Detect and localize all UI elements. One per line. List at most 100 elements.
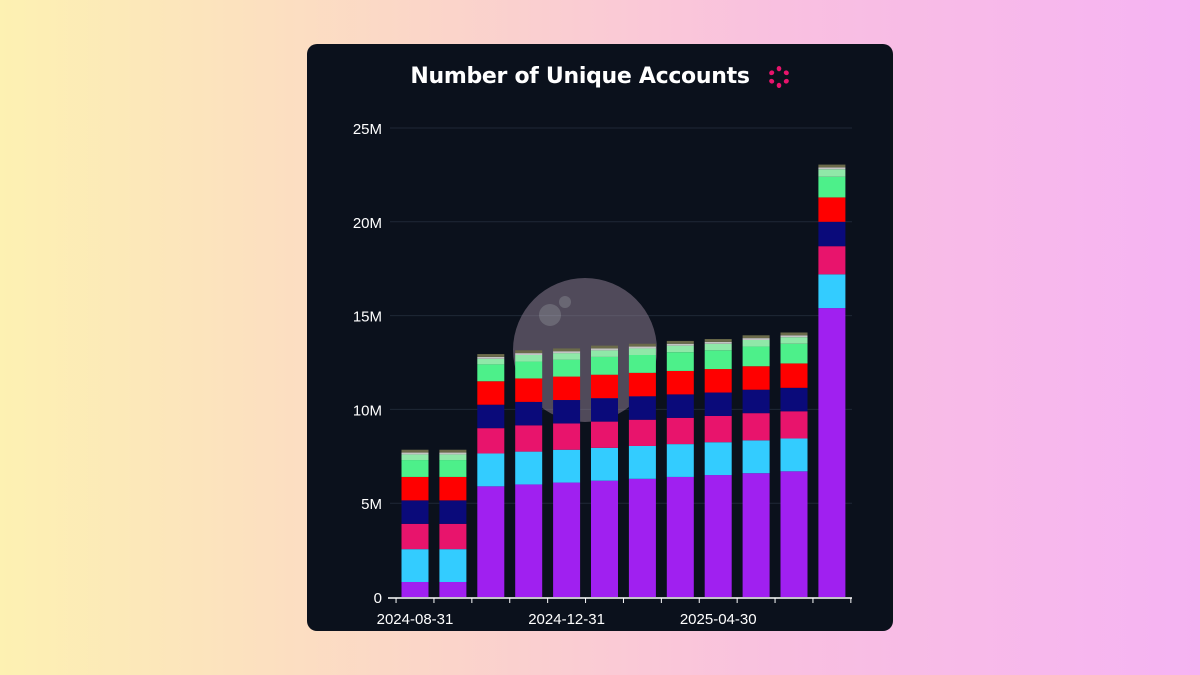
bar-segment — [515, 353, 543, 355]
bar-segment — [666, 345, 694, 353]
bar-segment — [666, 352, 694, 371]
chart-title: Number of Unique Accounts — [410, 64, 750, 89]
bar-segment — [780, 411, 808, 439]
bar-segment — [439, 452, 467, 455]
bar-segment — [704, 392, 732, 416]
bar-segment — [742, 413, 770, 441]
bar-stack — [401, 449, 429, 597]
bar-segment — [818, 176, 846, 198]
x-tick-label: 2024-08-31 — [377, 611, 454, 628]
bar-segment — [666, 394, 694, 418]
bar-segment — [515, 350, 543, 354]
bar-segment — [553, 400, 581, 424]
bar-stack — [742, 335, 770, 597]
bar-segment — [439, 476, 467, 501]
bar-segment — [439, 581, 467, 597]
bar-segment — [591, 447, 618, 481]
bar-segment — [780, 343, 808, 364]
bar-segment — [628, 419, 656, 446]
bar-segment — [401, 581, 429, 597]
bar-segment — [628, 346, 656, 349]
bar-segment — [553, 376, 581, 401]
bar-segment — [591, 374, 618, 399]
bar-stack — [818, 164, 846, 597]
chart-header: Number of Unique Accounts — [0, 64, 1200, 89]
x-tick-label: 2024-12-31 — [528, 611, 605, 628]
bar-segment — [591, 348, 618, 351]
bar-segment — [553, 423, 581, 450]
bar-segment — [439, 549, 467, 582]
bar-segment — [591, 480, 618, 597]
bar-stack — [439, 449, 467, 597]
bar-segment — [401, 454, 429, 461]
bar-segment — [439, 449, 467, 453]
bar-segment — [818, 308, 846, 597]
bar-segment — [477, 381, 505, 405]
bar-segment — [666, 370, 694, 395]
bar-segment — [628, 372, 656, 397]
bar-segment — [780, 438, 808, 472]
bar-stack — [553, 348, 581, 597]
bar-stack — [666, 340, 694, 597]
bar-stack — [628, 343, 656, 597]
bar-segment — [666, 343, 694, 346]
bar-segment — [704, 369, 732, 393]
bar-segment — [515, 354, 543, 362]
bar-segment — [742, 366, 770, 390]
bar-segment — [818, 169, 846, 177]
bar-segment — [780, 337, 808, 344]
bar-segment — [780, 471, 808, 597]
bar-segment — [477, 486, 505, 597]
y-tick-label: 5M — [361, 496, 382, 513]
y-tick-label: 20M — [353, 215, 382, 232]
bar-segment — [666, 476, 694, 597]
y-tick-label: 15M — [353, 309, 382, 326]
bar-segment — [477, 364, 505, 382]
bar-segment — [439, 454, 467, 461]
watermark — [513, 278, 657, 422]
bar-segment — [401, 500, 429, 524]
bar-segment — [780, 363, 808, 388]
bar-segment — [780, 335, 808, 338]
bar-segment — [553, 359, 581, 377]
bar-segment — [515, 401, 543, 426]
bar-segment — [742, 335, 770, 339]
bar-segment — [628, 348, 656, 355]
bar-segment — [628, 445, 656, 479]
bar-segment — [553, 348, 581, 352]
bar-segment — [477, 428, 505, 454]
bar-segment — [742, 473, 770, 597]
y-tick-label: 0 — [374, 590, 382, 607]
bar-stack — [515, 350, 543, 597]
bar-segment — [742, 339, 770, 347]
bar-segment — [553, 482, 581, 597]
bar-segment — [515, 484, 543, 597]
bar-segment — [818, 221, 846, 247]
bar-segment — [477, 356, 505, 359]
polkadot-logo-icon — [768, 65, 790, 88]
bar-segment — [591, 398, 618, 422]
bar-segment — [666, 417, 694, 445]
bar-segment — [591, 350, 618, 357]
bar-segment — [628, 478, 656, 597]
bar-segment — [818, 164, 846, 168]
bar-segment — [591, 356, 618, 375]
bar-segment — [704, 415, 732, 443]
bar-segment — [591, 421, 618, 448]
bar-segment — [439, 523, 467, 550]
bar-segment — [742, 389, 770, 414]
bar-stack — [591, 345, 618, 597]
bar-segment — [401, 523, 429, 550]
bar-segment — [780, 387, 808, 412]
bar-segment — [439, 460, 467, 477]
y-tick-label: 10M — [353, 402, 382, 419]
bar-segment — [818, 197, 846, 222]
bar-segment — [666, 444, 694, 477]
bar-segment — [515, 361, 543, 379]
bar-segment — [477, 404, 505, 429]
bar-segment — [477, 453, 505, 487]
bar-segment — [515, 451, 543, 485]
bar-segment — [401, 549, 429, 582]
bar-segment — [704, 341, 732, 344]
